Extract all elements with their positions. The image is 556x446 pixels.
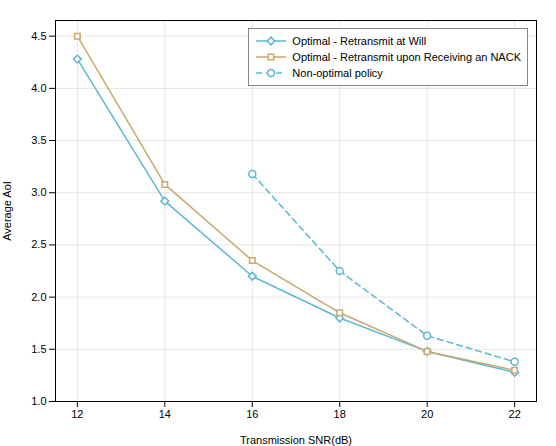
svg-text:Average AoI: Average AoI [1,181,13,241]
svg-text:20: 20 [421,408,433,420]
svg-text:14: 14 [159,408,171,420]
svg-text:16: 16 [246,408,258,420]
html-text:Optimal - Retransmit upon Rece: Optimal - Retransmit upon Receiving an N… [292,51,521,63]
svg-text:2.5: 2.5 [31,238,46,250]
svg-text:3.5: 3.5 [31,134,46,146]
svg-text:1.5: 1.5 [31,343,46,355]
svg-text:12: 12 [71,408,83,420]
svg-text:4.0: 4.0 [31,82,46,94]
svg-text:Transmission SNR(dB): Transmission SNR(dB) [240,434,352,446]
svg-text:2.0: 2.0 [31,291,46,303]
svg-text:22: 22 [509,408,521,420]
svg-text:1.0: 1.0 [31,395,46,407]
svg-text:18: 18 [334,408,346,420]
html-text:Optimal - Retransmit at Will: Optimal - Retransmit at Will [292,35,427,47]
svg-text:4.5: 4.5 [31,30,46,42]
html-text:Non-optimal policy: Non-optimal policy [292,67,383,79]
svg-text:3.0: 3.0 [31,186,46,198]
